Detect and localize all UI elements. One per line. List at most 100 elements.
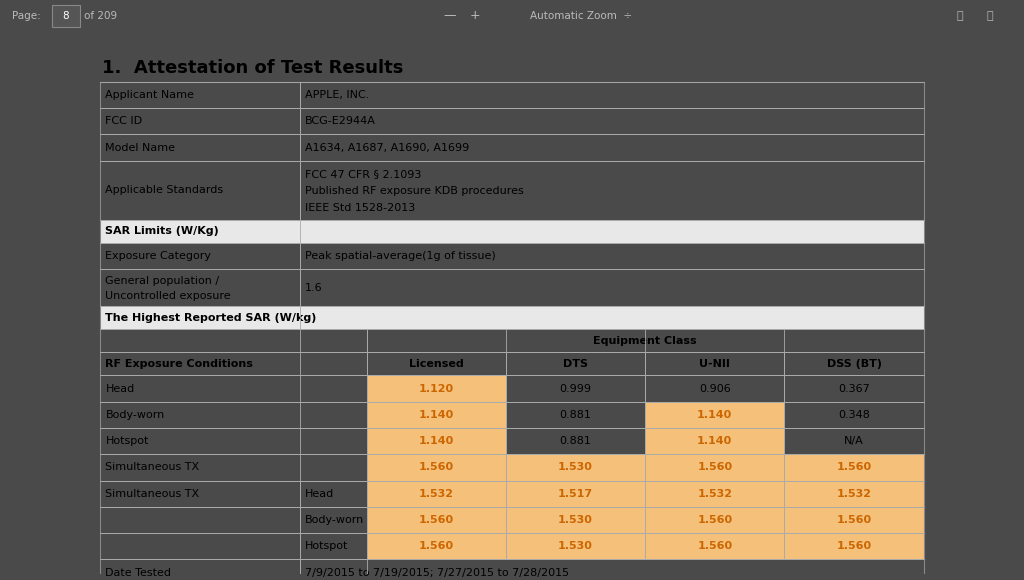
- Text: Hotspot: Hotspot: [305, 541, 348, 552]
- Text: 0.999: 0.999: [559, 383, 592, 393]
- Text: Applicable Standards: Applicable Standards: [105, 185, 223, 195]
- Text: Hotspot: Hotspot: [105, 436, 148, 446]
- Bar: [367, 402, 506, 428]
- Bar: [367, 454, 506, 481]
- Bar: [100, 352, 367, 375]
- Bar: [367, 481, 506, 507]
- Bar: [100, 454, 367, 481]
- Text: 1.  Attestation of Test Results: 1. Attestation of Test Results: [102, 59, 403, 77]
- Bar: [300, 82, 924, 108]
- Text: +: +: [470, 9, 480, 23]
- Bar: [784, 375, 924, 402]
- Bar: [367, 329, 924, 352]
- Bar: [784, 533, 924, 560]
- Text: 1.530: 1.530: [558, 462, 593, 473]
- Bar: [367, 428, 506, 454]
- Bar: [100, 533, 367, 560]
- Bar: [367, 454, 506, 481]
- Text: APPLE, INC.: APPLE, INC.: [305, 90, 370, 100]
- Bar: [300, 533, 367, 560]
- Text: 0.881: 0.881: [559, 436, 592, 446]
- Bar: [506, 375, 645, 402]
- Text: 1.140: 1.140: [419, 410, 454, 420]
- Bar: [506, 352, 645, 375]
- Text: 1.140: 1.140: [419, 436, 454, 446]
- Text: 1.532: 1.532: [697, 489, 732, 499]
- Text: 1.517: 1.517: [558, 489, 593, 499]
- Bar: [506, 454, 645, 481]
- Bar: [300, 161, 924, 220]
- Bar: [784, 507, 924, 533]
- Bar: [645, 375, 784, 402]
- Bar: [100, 243, 300, 269]
- Bar: [100, 161, 300, 220]
- Bar: [100, 507, 367, 533]
- Bar: [784, 428, 924, 454]
- Text: 1.140: 1.140: [697, 436, 732, 446]
- Bar: [300, 507, 367, 533]
- Bar: [645, 454, 784, 481]
- Text: 1.560: 1.560: [419, 541, 454, 552]
- Bar: [367, 507, 506, 533]
- Bar: [367, 428, 506, 454]
- Bar: [506, 533, 645, 560]
- Bar: [784, 352, 924, 375]
- Text: Uncontrolled exposure: Uncontrolled exposure: [105, 291, 231, 301]
- Bar: [367, 352, 506, 375]
- Text: 1.120: 1.120: [419, 383, 454, 393]
- Text: 8: 8: [62, 11, 70, 21]
- Bar: [784, 533, 924, 560]
- Text: 1.560: 1.560: [837, 515, 871, 525]
- Text: 0.906: 0.906: [698, 383, 731, 393]
- Text: of 209: of 209: [84, 11, 117, 21]
- Bar: [506, 507, 645, 533]
- Text: 0.348: 0.348: [838, 410, 870, 420]
- Text: A1634, A1687, A1690, A1699: A1634, A1687, A1690, A1699: [305, 143, 469, 153]
- Bar: [52, 5, 80, 27]
- Bar: [645, 481, 784, 507]
- Text: Published RF exposure KDB procedures: Published RF exposure KDB procedures: [305, 186, 524, 196]
- Bar: [300, 108, 924, 135]
- Bar: [100, 306, 924, 329]
- Text: 0.367: 0.367: [838, 383, 870, 393]
- Text: 1.560: 1.560: [419, 462, 454, 473]
- Bar: [100, 402, 367, 428]
- Text: DSS (BT): DSS (BT): [826, 359, 882, 369]
- Bar: [300, 243, 924, 269]
- Bar: [367, 375, 506, 402]
- Text: Applicant Name: Applicant Name: [105, 90, 195, 100]
- Text: Body-worn: Body-worn: [305, 515, 365, 525]
- Text: Exposure Category: Exposure Category: [105, 251, 212, 261]
- Text: —: —: [443, 9, 457, 23]
- Bar: [784, 402, 924, 428]
- Text: Automatic Zoom  ÷: Automatic Zoom ÷: [530, 11, 632, 21]
- Text: 1.530: 1.530: [558, 541, 593, 552]
- Bar: [300, 135, 924, 161]
- Bar: [784, 454, 924, 481]
- Bar: [300, 560, 924, 580]
- Bar: [100, 108, 300, 135]
- Bar: [645, 402, 784, 428]
- Text: 1.560: 1.560: [837, 462, 871, 473]
- Bar: [100, 82, 300, 108]
- Bar: [784, 454, 924, 481]
- Bar: [506, 481, 645, 507]
- Bar: [100, 507, 300, 533]
- Bar: [645, 507, 784, 533]
- Bar: [100, 220, 924, 243]
- Text: 1.560: 1.560: [697, 462, 732, 473]
- Bar: [784, 481, 924, 507]
- Text: Equipment Class: Equipment Class: [593, 336, 697, 346]
- Text: 1.560: 1.560: [837, 541, 871, 552]
- Text: 1.532: 1.532: [419, 489, 454, 499]
- Bar: [100, 306, 924, 329]
- Bar: [645, 428, 784, 454]
- Bar: [645, 454, 784, 481]
- Text: 1.532: 1.532: [837, 489, 871, 499]
- Text: 1.530: 1.530: [558, 515, 593, 525]
- Bar: [367, 375, 506, 402]
- Bar: [645, 533, 784, 560]
- Bar: [100, 375, 367, 402]
- Text: 1.140: 1.140: [697, 410, 732, 420]
- Text: SAR Limits (W/Kg): SAR Limits (W/Kg): [105, 226, 219, 236]
